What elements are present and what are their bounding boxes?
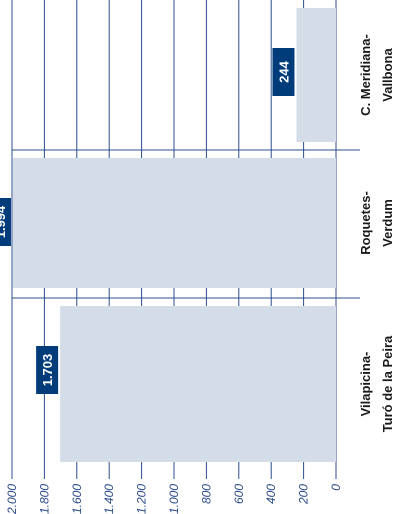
category-label-1-1: Verdum (380, 199, 395, 247)
bar-1 (12, 158, 337, 288)
tick-label-5: 1.000 (167, 484, 181, 514)
value-label-box-2 (272, 48, 295, 96)
tick-label-10: 2.000 (5, 484, 19, 514)
value-label-2: 244 (276, 60, 291, 82)
bars-layer: 1.703 1.994 244 (0, 8, 337, 462)
tick-label-9: 1.800 (37, 484, 51, 514)
category-labels-layer: Vilapicina- Turó de la Peira Roquetes- Verd… (358, 34, 395, 432)
tick-label-1: 200 (297, 484, 311, 505)
bar-0 (60, 306, 336, 462)
bar-2 (296, 8, 336, 142)
value-label-box-0 (36, 346, 59, 394)
category-label-1-0: Roquetes- (358, 191, 373, 255)
category-label-0-0: Vilapicina- (358, 352, 373, 417)
tick-label-4: 800 (199, 484, 213, 504)
tick-label-2: 400 (264, 484, 278, 504)
tick-label-6: 1.200 (135, 484, 149, 514)
value-label-1: 1.994 (0, 205, 8, 238)
category-label-2-0: C. Meridiana- (358, 34, 373, 116)
category-label-0-1: Turó de la Peira (380, 335, 395, 432)
tick-label-3: 600 (232, 484, 246, 504)
value-label-box-1 (0, 198, 11, 246)
value-label-0: 1.703 (40, 354, 55, 387)
tick-labels-layer: 0 200 400 600 800 1.000 1.200 1.400 1.600 1.800 2.… (5, 484, 343, 514)
category-label-2-1: Vallbona (380, 48, 395, 102)
tick-label-7: 1.400 (102, 484, 116, 514)
tick-label-8: 1.600 (70, 484, 84, 514)
tick-label-0: 0 (329, 484, 343, 491)
